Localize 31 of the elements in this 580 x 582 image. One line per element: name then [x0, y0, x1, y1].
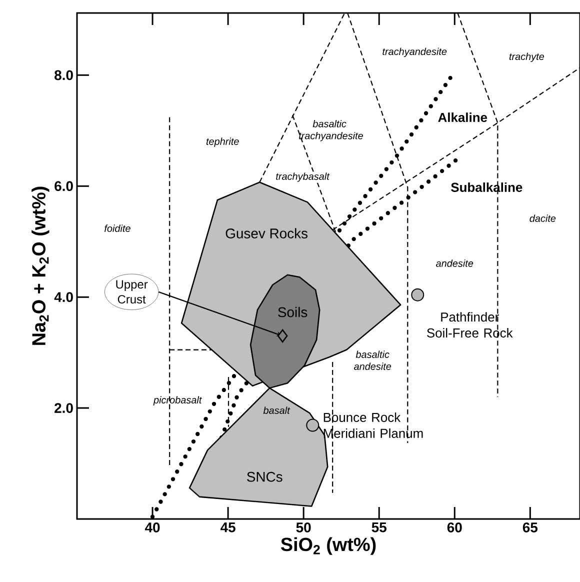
x-tick-label: 65: [522, 522, 538, 532]
x-tick-label: 50: [296, 522, 311, 532]
x-tick-label: 55: [372, 522, 386, 532]
annotation: Bounce Rock Meridiani Planum: [324, 412, 423, 438]
x-tick-label: 40: [144, 522, 160, 532]
annotation: SNCs: [247, 472, 282, 482]
annotation: basalt: [263, 406, 290, 414]
annotation: Gusev Rocks: [226, 228, 308, 238]
y-tick-label: 6.0: [54, 181, 73, 192]
annotation: picrobasalt: [153, 396, 202, 406]
annotation: dacite: [530, 214, 556, 222]
x-axis-title: SiO$_{2}$ (wt%): [280, 537, 376, 555]
annotation: basaltic trachyandesite: [299, 120, 363, 142]
y-axis-title: Na$_{2}$O + K$_{2}$O (wt%): [32, 186, 50, 345]
annotation: Pathfinder Soil-Free Rock: [427, 312, 513, 338]
annotation: trachyte: [509, 52, 544, 62]
y-tick-label: 2.0: [54, 403, 73, 413]
annotation: basaltic andesite: [354, 350, 392, 370]
x-tick-label: 45: [220, 522, 236, 532]
annotation: tephrite: [206, 138, 239, 147]
annotation: Alkaline: [438, 112, 488, 122]
annotation: Soils: [278, 306, 308, 318]
annotation: andesite: [436, 260, 474, 267]
x-tick-label: 60: [447, 522, 462, 532]
annotation: foidite: [104, 224, 130, 232]
annotation: trachyandesite: [382, 48, 447, 58]
annotation: Upper Crust: [116, 280, 148, 304]
annotation: trachybasalt: [276, 172, 330, 182]
annotation: Subalkaline: [451, 182, 522, 192]
y-tick-label: 8.0: [54, 70, 73, 80]
y-tick-label: 4.0: [54, 292, 73, 302]
